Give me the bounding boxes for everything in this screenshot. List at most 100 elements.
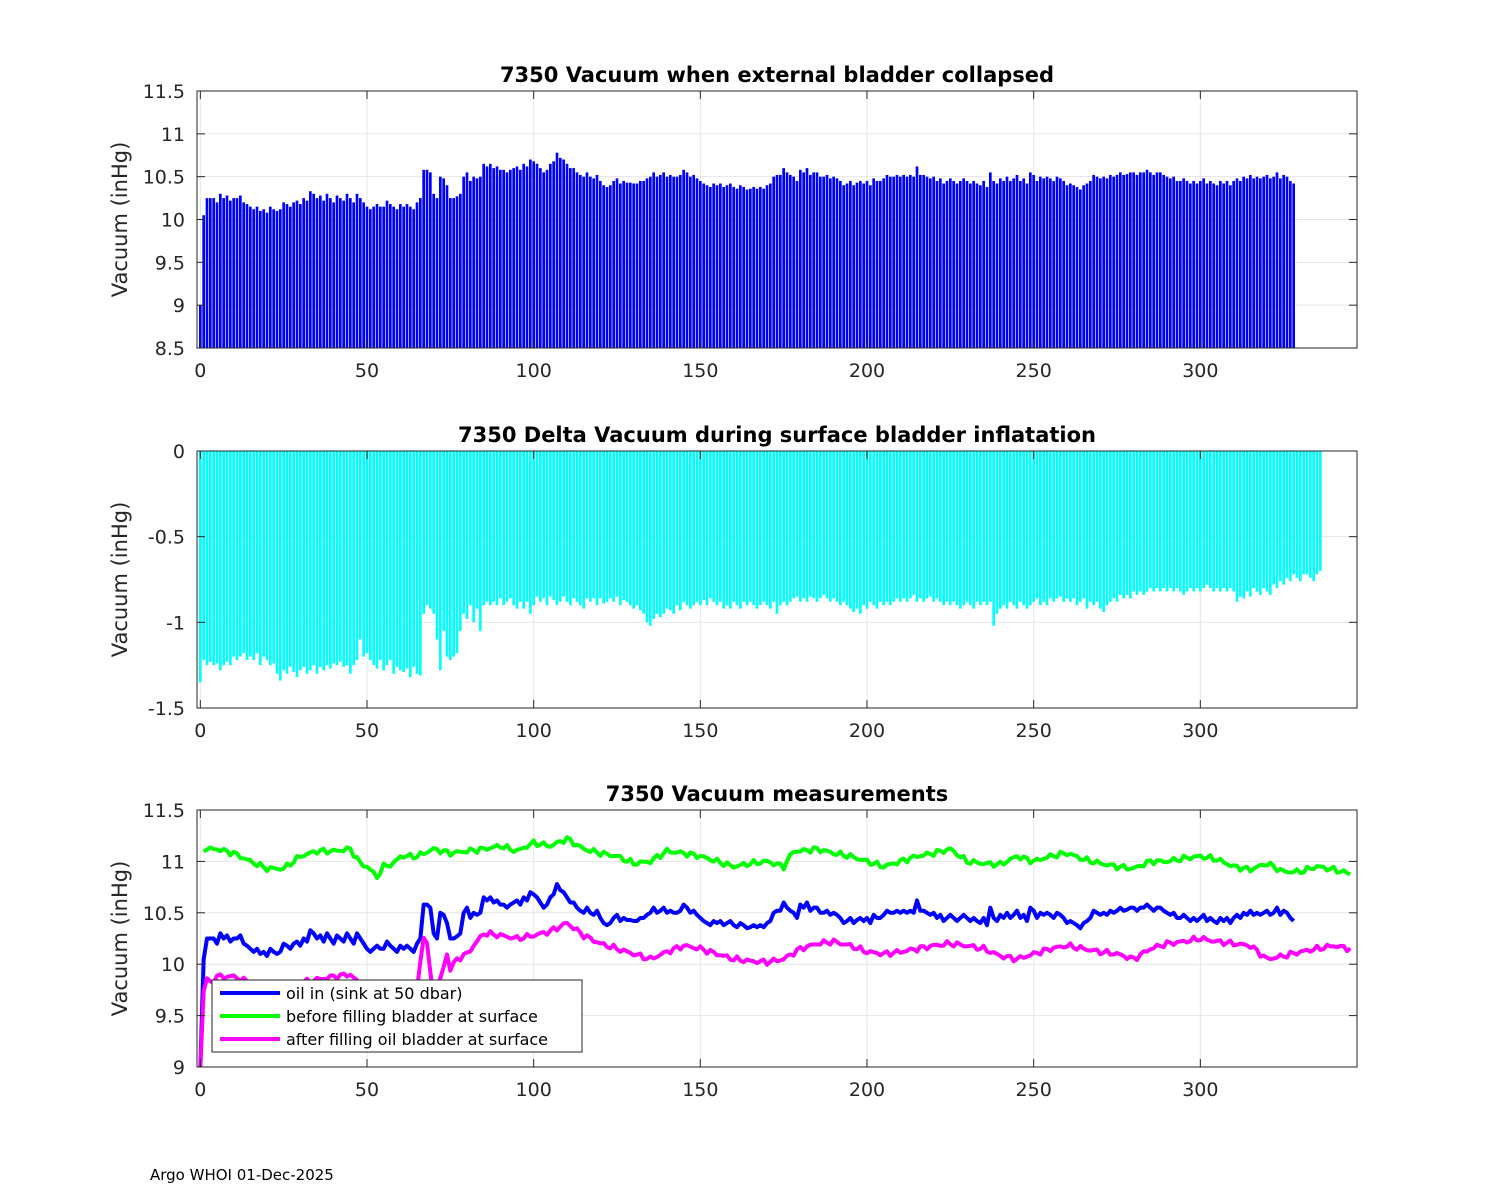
bar <box>629 451 632 606</box>
bar <box>815 172 819 348</box>
bar <box>492 451 495 602</box>
bar <box>309 191 312 348</box>
bar <box>402 206 405 348</box>
bar <box>205 198 209 348</box>
bar <box>495 451 499 606</box>
y-tick-label: 10 <box>161 210 185 232</box>
bar <box>655 451 659 614</box>
bar <box>1055 451 1059 599</box>
bar <box>862 183 865 348</box>
chart-3: 0 50 100 150 200 250 300 9 9.5 10 10.5 11 11.5 7350 V… <box>108 782 1358 1101</box>
bar <box>815 451 819 602</box>
bar <box>992 451 995 626</box>
bar <box>555 451 559 606</box>
bar <box>1299 451 1302 582</box>
bar <box>1035 451 1039 599</box>
bar <box>452 451 455 657</box>
bar <box>1132 451 1135 592</box>
bar <box>975 451 979 602</box>
bar <box>1045 176 1049 348</box>
bar <box>769 451 772 609</box>
bar <box>1002 180 1005 348</box>
bar <box>1289 180 1292 348</box>
bar <box>675 176 679 348</box>
series-line-2 <box>202 835 1352 881</box>
bar <box>1065 185 1069 348</box>
bar <box>879 451 882 602</box>
bar <box>709 451 712 599</box>
bar <box>849 451 852 609</box>
bar <box>585 172 589 348</box>
bar <box>852 185 855 348</box>
bar <box>925 176 929 348</box>
bar <box>362 451 365 657</box>
bar <box>322 200 325 348</box>
bar <box>355 193 359 348</box>
bar <box>1209 180 1212 348</box>
bar <box>449 451 452 661</box>
bar <box>652 172 655 348</box>
bar <box>292 202 295 348</box>
bar <box>1069 451 1072 602</box>
bar <box>545 169 549 348</box>
bar <box>809 174 812 348</box>
bar <box>562 451 565 597</box>
bar <box>229 451 232 666</box>
bar <box>379 206 382 348</box>
bar <box>589 451 592 602</box>
bar <box>662 451 665 614</box>
bar <box>709 186 712 348</box>
x-tick-label: 300 <box>1182 1079 1218 1101</box>
bar <box>859 451 862 614</box>
bar <box>825 174 829 348</box>
bar <box>522 163 525 348</box>
bar <box>1025 451 1029 609</box>
bar <box>915 166 919 348</box>
bar <box>1159 451 1162 592</box>
bar <box>989 451 992 602</box>
bar <box>495 166 499 348</box>
bar <box>1222 183 1225 348</box>
bar <box>892 451 895 602</box>
bar <box>199 305 202 348</box>
bar <box>919 451 922 599</box>
bar <box>1135 451 1139 595</box>
bar <box>535 163 539 348</box>
bar <box>432 193 435 348</box>
bar <box>1295 451 1299 578</box>
bar <box>869 185 872 348</box>
bar <box>1075 186 1079 348</box>
bar <box>322 451 325 671</box>
bar <box>732 186 735 348</box>
x-tick-label: 50 <box>355 720 379 742</box>
bar <box>1045 451 1049 606</box>
bar <box>642 451 645 614</box>
bar <box>1245 451 1249 592</box>
bar <box>569 451 572 606</box>
bar <box>1085 451 1089 609</box>
bar <box>615 178 619 348</box>
bar <box>872 178 875 348</box>
bar <box>679 451 682 611</box>
bar <box>1052 180 1055 348</box>
bar <box>1069 183 1072 348</box>
bar <box>1062 180 1065 348</box>
series-line-1 <box>198 882 1296 1067</box>
bar <box>749 188 752 348</box>
bar <box>832 451 835 599</box>
bar <box>299 451 302 671</box>
bar <box>472 451 475 623</box>
bar <box>452 198 455 348</box>
y-tick-label: 10.5 <box>143 903 185 925</box>
bar <box>1229 451 1232 589</box>
bar <box>822 176 825 348</box>
bar <box>1039 451 1042 606</box>
x-tick-label: 0 <box>194 1079 206 1101</box>
bar <box>375 204 379 348</box>
bar <box>682 169 685 348</box>
bar <box>1172 451 1175 592</box>
bar <box>812 172 815 348</box>
bar <box>442 178 445 348</box>
bar <box>765 451 769 606</box>
bar <box>1122 451 1125 599</box>
